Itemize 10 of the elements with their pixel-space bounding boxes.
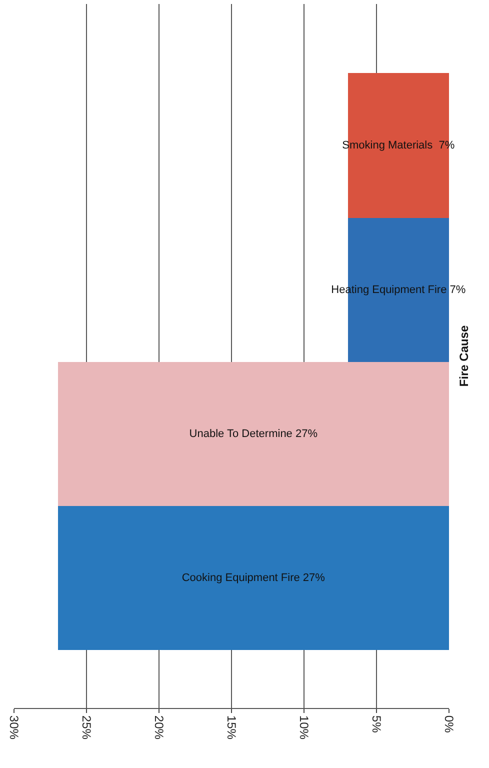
x-tick-label: 5% <box>370 715 384 734</box>
x-tick-label: 25% <box>80 715 94 740</box>
x-tick-label: 10% <box>297 715 312 740</box>
data-label: Cooking Equipment Fire 27% <box>182 572 326 584</box>
x-tick-label: 0% <box>442 715 456 734</box>
x-tick-label: 20% <box>152 715 166 740</box>
data-label: Unable To Determine 27% <box>189 428 318 440</box>
y-axis-title: Fire Cause <box>456 324 471 387</box>
x-tick-label: 30% <box>7 715 22 740</box>
x-tick-label: 15% <box>224 715 239 740</box>
